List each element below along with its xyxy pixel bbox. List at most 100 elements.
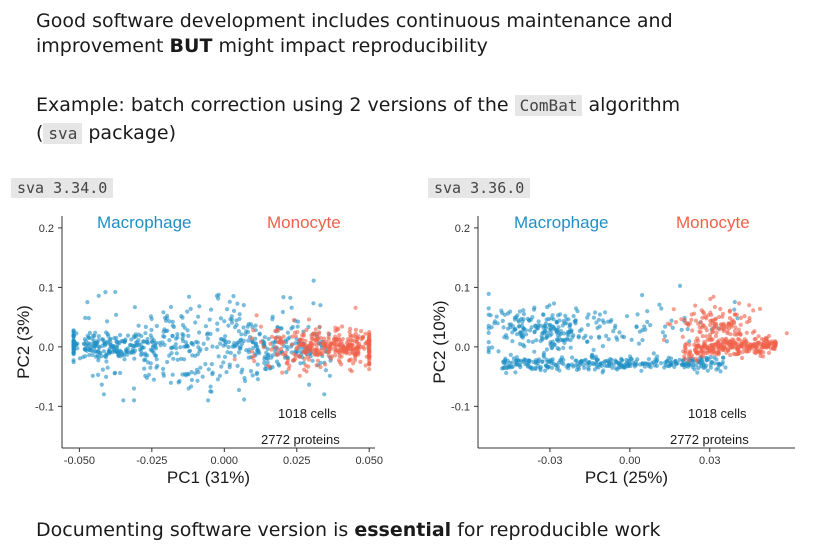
macrophage-point: [208, 389, 213, 394]
macrophage-point: [196, 345, 201, 350]
monocyte-point: [251, 328, 256, 333]
macrophage-point: [543, 368, 548, 373]
monocyte-point: [339, 354, 344, 359]
macrophage-point: [138, 352, 144, 357]
macrophage-point: [138, 348, 143, 353]
monocyte-point: [761, 354, 766, 359]
x-tick-label: 0.00: [619, 455, 640, 467]
macrophage-point: [71, 348, 76, 353]
macrophage-point: [657, 302, 662, 307]
macrophage-point: [122, 357, 127, 362]
monocyte-point: [708, 318, 713, 324]
macrophage-point: [141, 345, 146, 350]
macrophage-label: Macrophage: [97, 213, 192, 232]
macrophage-point: [111, 344, 116, 349]
macrophage-point: [658, 361, 664, 366]
macrophage-point: [508, 309, 513, 314]
monocyte-point: [355, 350, 360, 355]
macrophage-point: [514, 355, 519, 360]
monocyte-point: [714, 330, 719, 335]
macrophage-point: [229, 314, 234, 319]
macrophage-point: [323, 368, 328, 373]
macrophage-point: [143, 331, 148, 336]
macrophage-point: [248, 369, 254, 374]
macrophage-point: [298, 361, 303, 366]
macrophage-point: [266, 356, 271, 361]
macrophage-point: [492, 321, 497, 326]
macrophage-point: [544, 347, 549, 352]
macrophage-point: [203, 324, 209, 329]
x-axis-label: PC1 (25%): [585, 468, 668, 487]
macrophage-point: [265, 360, 270, 365]
macrophage-point: [170, 319, 175, 324]
macrophage-point: [532, 349, 537, 354]
monocyte-point: [687, 321, 692, 326]
macrophage-point: [654, 363, 660, 368]
macrophage-point: [662, 334, 668, 339]
macrophage-point: [246, 338, 251, 343]
macrophage-point: [151, 377, 156, 382]
macrophage-point: [206, 398, 211, 403]
cells-annotation: 1018 cells: [688, 406, 747, 421]
macrophage-point: [131, 386, 137, 391]
macrophage-point: [216, 354, 221, 359]
monocyte-point: [708, 296, 713, 302]
macrophage-point: [108, 340, 113, 345]
macrophage-point: [591, 347, 596, 352]
monocyte-point: [698, 320, 703, 325]
macrophage-point: [263, 366, 268, 371]
macrophage-point: [185, 309, 190, 314]
macrophage-point: [116, 349, 122, 354]
macrophage-point: [486, 306, 491, 311]
macrophage-point: [718, 369, 723, 374]
macrophage-point: [229, 317, 234, 322]
macrophage-point: [723, 365, 728, 370]
macrophage-point: [228, 350, 233, 355]
macrophage-point: [541, 312, 546, 317]
macrophage-point: [541, 350, 547, 356]
monocyte-point: [353, 335, 358, 340]
monocyte-point: [367, 344, 372, 349]
macrophage-point: [227, 365, 232, 370]
macrophage-point: [112, 349, 117, 354]
monocyte-point: [349, 369, 354, 374]
macrophage-point: [131, 350, 136, 355]
macrophage-point: [642, 324, 647, 329]
macrophage-point: [563, 313, 568, 318]
macrophage-point: [185, 371, 190, 376]
macrophage-point: [284, 370, 289, 375]
monocyte-point: [700, 354, 706, 359]
monocyte-point: [322, 346, 327, 351]
macrophage-point: [518, 341, 523, 347]
macrophage-point: [257, 331, 262, 336]
macrophage-point: [639, 368, 644, 373]
monocyte-point: [738, 332, 743, 337]
monocyte-point: [720, 337, 725, 342]
cells-annotation: 1018 cells: [278, 406, 337, 421]
macrophage-point: [538, 338, 543, 344]
macrophage-point: [536, 319, 541, 324]
macrophage-point: [594, 357, 599, 362]
macrophage-point: [551, 301, 557, 306]
macrophage-point: [643, 361, 648, 366]
macrophage-point: [91, 333, 96, 338]
monocyte-point: [297, 373, 302, 378]
monocyte-point: [313, 327, 318, 332]
monocyte-point: [693, 318, 699, 323]
monocyte-point: [712, 304, 717, 310]
monocyte-point: [769, 341, 774, 346]
x-tick-label: -0.03: [537, 455, 562, 467]
macrophage-point: [600, 370, 605, 375]
macrophage-point: [496, 349, 501, 354]
monocyte-point: [759, 337, 764, 342]
macrophage-point: [619, 356, 624, 361]
macrophage-point: [167, 338, 172, 343]
monocyte-point: [695, 336, 700, 341]
monocyte-point: [303, 350, 308, 356]
macrophage-point: [505, 326, 511, 331]
macrophage-point: [105, 365, 110, 370]
macrophage-point: [142, 366, 147, 371]
monocyte-point: [714, 325, 719, 330]
macrophage-point: [521, 311, 526, 317]
monocyte-point: [352, 353, 357, 358]
